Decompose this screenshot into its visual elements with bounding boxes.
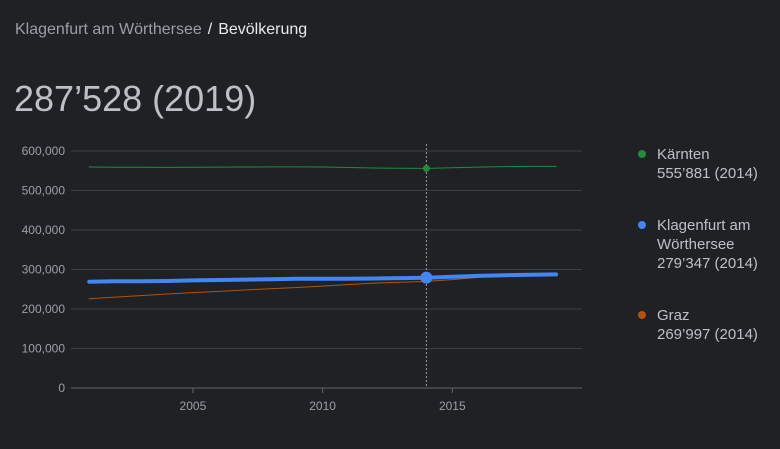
legend-name: Klagenfurt am Wörthersee	[657, 217, 751, 253]
legend-name: Graz	[657, 307, 690, 324]
legend-item-graz[interactable]: Graz 269’997 (2014)	[634, 306, 774, 344]
x-tick-label: 2010	[309, 399, 336, 413]
x-tick-label: 2005	[180, 399, 207, 413]
legend-value: 279’347 (2014)	[657, 255, 758, 272]
legend-value: 555’881 (2014)	[657, 165, 758, 182]
y-tick-label: 200,000	[22, 302, 66, 316]
highlight-point-klagenfurt	[420, 271, 433, 284]
breadcrumb: Klagenfurt am Wörthersee / Bevölkerung	[15, 21, 307, 39]
x-tick-label: 2015	[439, 399, 466, 413]
chart-legend: Kärnten 555’881 (2014) Klagenfurt am Wör…	[634, 145, 774, 377]
legend-dot	[638, 221, 646, 229]
legend-item-klagenfurt[interactable]: Klagenfurt am Wörthersee 279’347 (2014)	[634, 216, 774, 273]
headline-value: 287’528	[14, 78, 143, 119]
y-tick-label: 300,000	[22, 263, 66, 277]
y-tick-label: 400,000	[22, 223, 66, 237]
legend-item-kaernten[interactable]: Kärnten 555’881 (2014)	[634, 145, 774, 183]
legend-name: Kärnten	[657, 146, 710, 163]
highlight-point-kaernten	[422, 164, 430, 172]
legend-dot	[638, 311, 646, 319]
population-line-chart[interactable]: 0 100,000 200,000 300,000 400,000 500,000 600,…	[0, 130, 600, 420]
series-line-klagenfurt	[87, 272, 559, 284]
y-tick-label: 600,000	[22, 144, 66, 158]
y-tick-label: 500,000	[22, 184, 66, 198]
y-tick-label: 0	[58, 381, 65, 395]
legend-dot	[638, 150, 646, 158]
breadcrumb-parent-link[interactable]: Klagenfurt am Wörthersee	[15, 21, 202, 38]
headline-year: (2019)	[152, 78, 257, 119]
breadcrumb-separator: /	[207, 21, 213, 38]
headline-population: 287’528 (2019)	[14, 78, 256, 120]
series-line-kaernten	[88, 165, 557, 169]
legend-value: 269’997 (2014)	[657, 326, 758, 343]
y-tick-label: 100,000	[22, 342, 66, 356]
breadcrumb-current: Bevölkerung	[218, 21, 308, 38]
